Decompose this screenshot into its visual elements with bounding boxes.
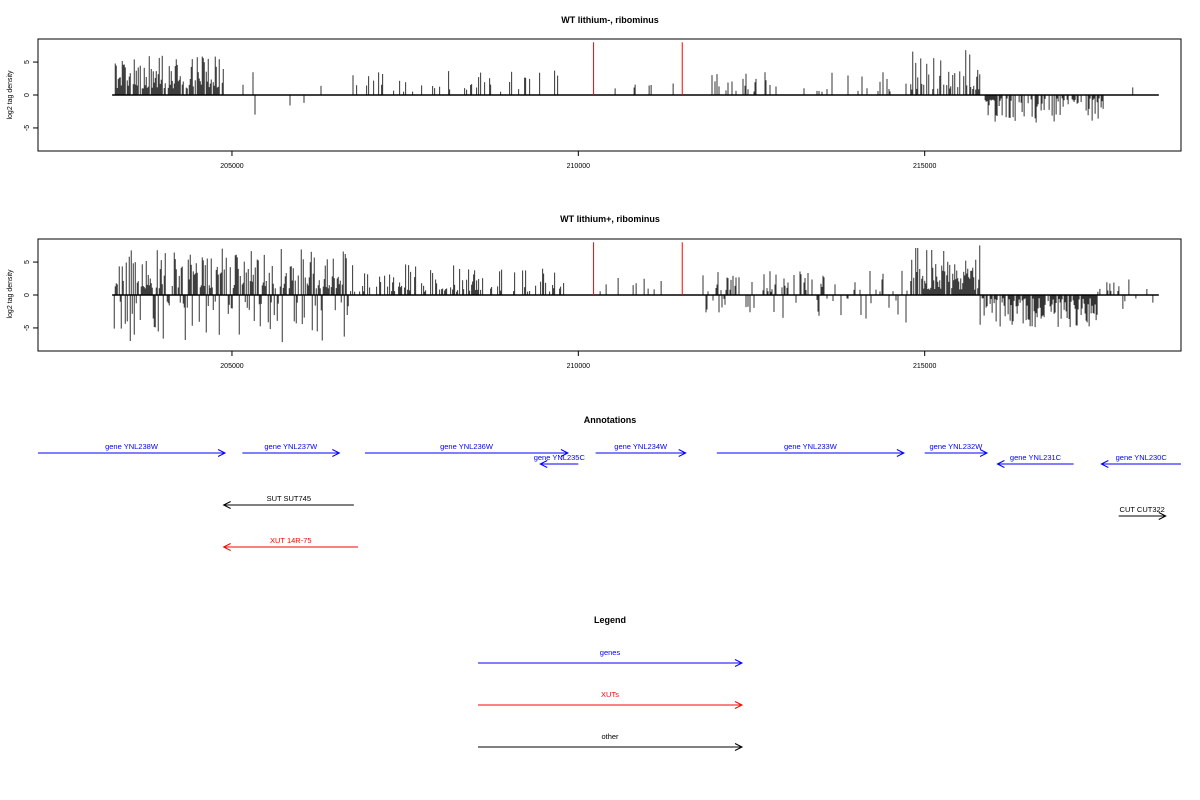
legend-label: other — [601, 732, 619, 741]
annotation-arrow — [1100, 460, 1181, 468]
annotation-arrow-head — [996, 460, 1005, 468]
y-tick-label: 0 — [24, 93, 31, 97]
legend-arrow — [478, 743, 744, 751]
annotation-arrow — [38, 449, 227, 457]
annotation-arrow-head — [560, 449, 570, 457]
density-bars — [112, 42, 1159, 123]
annotation-arrow — [222, 501, 354, 509]
annotation-arrow — [364, 449, 570, 457]
chart-title: WT lithium+, ribominus — [560, 214, 660, 224]
annotation-arrow — [242, 449, 341, 457]
legend-title: Legend — [594, 615, 626, 625]
annotation-label: CUT CUT322 — [1120, 505, 1165, 514]
x-tick-label: 205000 — [220, 363, 243, 370]
legend-arrow-head — [734, 659, 744, 667]
annotation-arrow-head — [539, 460, 548, 468]
annotation-label: gene YNL231C — [1010, 453, 1062, 462]
annotation-label: gene YNL234W — [614, 442, 668, 451]
chart-title: WT lithium-, ribominus — [561, 15, 659, 25]
annotation-arrow — [222, 543, 359, 551]
legend-arrow-head — [734, 701, 744, 709]
x-tick-label: 205000 — [220, 163, 243, 170]
legend-label: XUTs — [601, 690, 619, 699]
annotation-label: SUT SUT745 — [267, 494, 311, 503]
axes: 205000 210000 215000 -5 0 5 — [24, 60, 936, 170]
annotation-label: gene YNL232W — [929, 442, 983, 451]
legend-items: genes XUTs other — [478, 648, 744, 751]
legend-arrow — [478, 659, 744, 667]
y-axis-label: log2 tag density — [7, 269, 14, 319]
annotation-arrow-head — [222, 501, 231, 509]
legend-arrow — [478, 701, 744, 709]
annotations-title: Annotations — [584, 415, 637, 425]
axes: 205000 210000 215000 -5 0 5 — [24, 260, 936, 370]
y-tick-label: 5 — [24, 60, 31, 64]
annotation-label: gene YNL238W — [105, 442, 159, 451]
annotation-arrow — [1118, 512, 1167, 520]
annotation-label: gene YNL236W — [440, 442, 494, 451]
annotation-arrow-head — [678, 449, 687, 457]
legend-arrow-head — [734, 743, 744, 751]
legend: Legend genes XUTs other — [478, 615, 744, 751]
annotation-arrow-head — [979, 449, 989, 457]
annotation-arrow-head — [332, 449, 341, 457]
panel-wt-lithium-plus: WT lithium+, ribominus log2 tag density … — [7, 214, 1182, 370]
annotation-arrow-head — [222, 543, 231, 551]
x-tick-label: 210000 — [567, 363, 590, 370]
annotation-arrow-head — [217, 449, 227, 457]
x-tick-label: 215000 — [913, 163, 936, 170]
legend-label: genes — [600, 648, 621, 657]
annotation-arrow-head — [896, 449, 906, 457]
y-tick-label: 0 — [24, 293, 31, 297]
x-tick-label: 210000 — [567, 163, 590, 170]
annotation-items: gene YNL238W gene YNL237W gene YNL236W gene… — [38, 442, 1181, 551]
annotation-label: gene YNL237W — [264, 442, 318, 451]
annotation-label: XUT 14R-75 — [270, 536, 312, 545]
annotation-label: gene YNL230C — [1116, 453, 1168, 462]
annotation-arrow — [716, 449, 906, 457]
annotation-arrow-head — [1100, 460, 1109, 468]
y-tick-label: -5 — [24, 325, 31, 331]
panel-wt-lithium-minus: WT lithium-, ribominus log2 tag density … — [7, 15, 1182, 170]
annotation-label: gene YNL235C — [534, 453, 586, 462]
x-tick-label: 215000 — [913, 363, 936, 370]
annotation-arrow — [924, 449, 989, 457]
density-bars — [112, 242, 1159, 343]
annotation-arrow — [539, 460, 579, 468]
y-tick-label: -5 — [24, 125, 31, 131]
annotation-arrow — [996, 460, 1074, 468]
annotations-panel: Annotations gene YNL238W gene YNL237W gene… — [38, 415, 1181, 551]
annotation-label: gene YNL233W — [784, 442, 838, 451]
annotation-arrow — [595, 449, 687, 457]
y-tick-label: 5 — [24, 260, 31, 264]
annotation-arrow-head — [1158, 512, 1167, 520]
y-axis-label: log2 tag density — [7, 70, 14, 120]
